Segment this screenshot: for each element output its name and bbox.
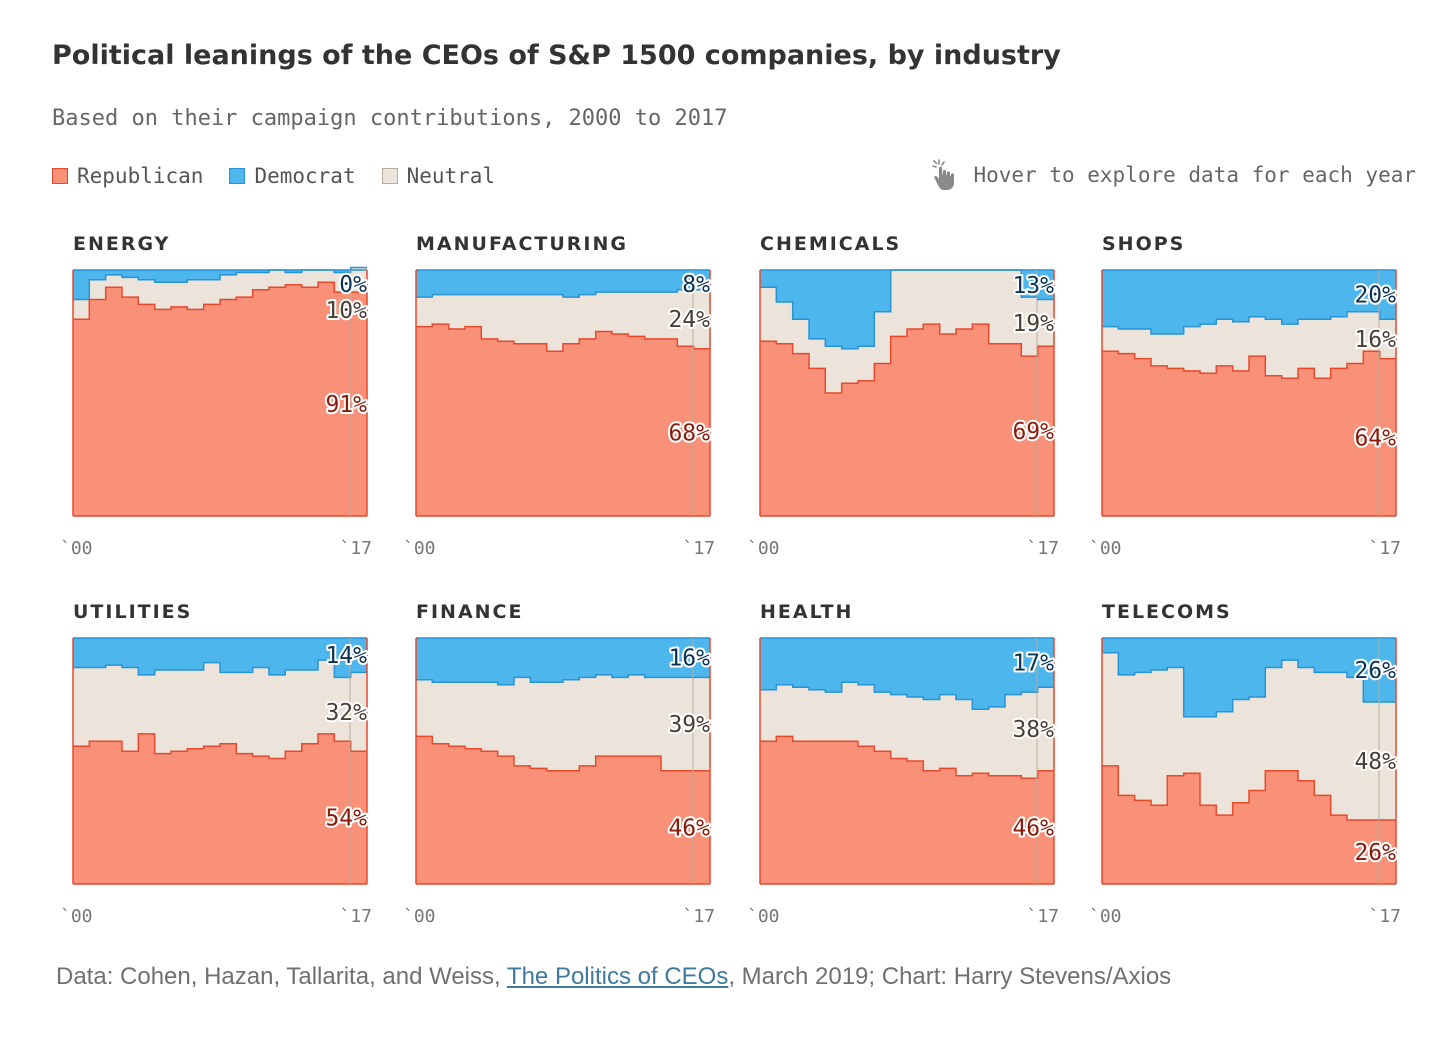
panel-title-telecoms: TELECOMS (1102, 601, 1232, 623)
end-label-republican-energy: 91% (325, 392, 367, 418)
legend-label-democrat: Democrat (254, 164, 356, 188)
x-tick-end-shops: `17 (1368, 538, 1401, 559)
x-tick-end-finance: `17 (682, 906, 715, 927)
x-tick-start-telecoms: `00 (1089, 906, 1122, 927)
x-tick-start-chemicals: `00 (747, 538, 780, 559)
end-label-republican-finance: 46% (668, 815, 710, 841)
area-republican-utilities (73, 733, 367, 884)
end-label-republican-shops: 64% (1354, 425, 1396, 451)
legend: Republican Democrat Neutral (52, 164, 521, 188)
legend-swatch-republican (52, 168, 68, 184)
panel-shops[interactable]: SHOPS `00 `17 20% 16% 64% (1089, 233, 1401, 559)
legend-label-republican: Republican (77, 164, 204, 188)
end-label-neutral-manufacturing: 24% (668, 307, 710, 333)
end-label-republican-telecoms: 26% (1354, 840, 1396, 866)
chart-title: Political leanings of the CEOs of S&P 15… (52, 40, 1061, 71)
line-democrat-shops (1102, 311, 1396, 335)
legend-swatch-democrat (229, 168, 246, 184)
line-democrat-manufacturing (416, 288, 710, 298)
area-republican-finance (416, 736, 710, 884)
end-label-democrat-finance: 16% (668, 646, 710, 672)
line-republican-health (760, 735, 1054, 779)
line-democrat-utilities (73, 659, 367, 679)
end-label-neutral-shops: 16% (1354, 327, 1396, 353)
end-label-democrat-manufacturing: 8% (682, 272, 710, 298)
line-democrat-health (760, 681, 1054, 711)
line-republican-telecoms (1102, 765, 1396, 821)
line-democrat-finance (416, 674, 710, 686)
panel-title-manufacturing: MANUFACTURING (416, 233, 628, 255)
x-tick-end-health: `17 (1026, 906, 1059, 927)
end-label-democrat-shops: 20% (1354, 283, 1396, 309)
end-label-republican-utilities: 54% (325, 806, 367, 832)
area-republican-energy (73, 282, 367, 516)
panel-title-chemicals: CHEMICALS (760, 233, 901, 255)
x-tick-end-energy: `17 (339, 538, 372, 559)
end-label-republican-manufacturing: 68% (668, 420, 710, 446)
x-tick-start-health: `00 (747, 906, 780, 927)
line-republican-energy (73, 281, 367, 320)
pointer-hand-icon (932, 159, 955, 190)
x-tick-end-chemicals: `17 (1026, 538, 1059, 559)
panel-title-shops: SHOPS (1102, 233, 1185, 255)
chart-subtitle: Based on their campaign contributions, 2… (52, 106, 728, 131)
panel-telecoms[interactable]: TELECOMS `00 `17 26% 48% 26% (1089, 601, 1401, 927)
line-republican-chemicals (760, 323, 1054, 394)
line-republican-shops (1102, 350, 1396, 379)
panel-chemicals[interactable]: CHEMICALS `00 `17 13% 19% 69% (747, 233, 1059, 559)
end-label-democrat-health: 17% (1012, 651, 1054, 677)
line-republican-utilities (73, 733, 367, 760)
line-democrat-telecoms (1102, 652, 1396, 718)
x-tick-end-telecoms: `17 (1368, 906, 1401, 927)
panel-title-energy: ENERGY (73, 233, 170, 255)
area-republican-chemicals (760, 324, 1054, 516)
area-republican-shops (1102, 351, 1396, 516)
panel-utilities[interactable]: UTILITIES `00 `17 14% 32% 54% (60, 601, 372, 927)
hover-hint-text: Hover to explore data for each year (973, 163, 1416, 187)
end-label-neutral-energy: 10% (325, 298, 367, 324)
legend-item-neutral: Neutral (381, 164, 496, 188)
end-label-democrat-telecoms: 26% (1354, 658, 1396, 684)
panel-title-finance: FINANCE (416, 601, 523, 623)
end-label-republican-health: 46% (1012, 815, 1054, 841)
hover-hint: Hover to explore data for each year (931, 158, 1416, 192)
end-label-neutral-health: 38% (1012, 717, 1054, 743)
source-note: Data: Cohen, Hazan, Tallarita, and Weiss… (56, 963, 1171, 991)
panel-title-health: HEALTH (760, 601, 853, 623)
line-republican-finance (416, 735, 710, 772)
panel-manufacturing[interactable]: MANUFACTURING `00 `17 8% 24% 68% (403, 233, 715, 559)
x-tick-end-utilities: `17 (339, 906, 372, 927)
legend-swatch-neutral (381, 168, 398, 184)
end-label-republican-chemicals: 69% (1012, 419, 1054, 445)
end-label-democrat-utilities: 14% (325, 643, 367, 669)
source-suffix: , March 2019; Chart: Harry Stevens/Axios (728, 963, 1172, 990)
x-tick-start-finance: `00 (403, 906, 436, 927)
panel-energy[interactable]: ENERGY `00 `17 0%10% 91% (60, 233, 372, 559)
source-link[interactable]: The Politics of CEOs (506, 963, 729, 990)
end-label-democrat-energy: 0% (339, 272, 367, 298)
source-prefix: Data: Cohen, Hazan, Tallarita, and Weiss… (56, 963, 507, 990)
line-republican-manufacturing (416, 323, 710, 352)
x-tick-end-manufacturing: `17 (682, 538, 715, 559)
end-label-democrat-chemicals: 13% (1012, 273, 1054, 299)
x-tick-start-utilities: `00 (60, 906, 93, 927)
x-tick-start-manufacturing: `00 (403, 538, 436, 559)
area-republican-manufacturing (416, 324, 710, 516)
end-label-neutral-finance: 39% (668, 712, 710, 738)
end-label-neutral-utilities: 32% (325, 700, 367, 726)
x-tick-start-shops: `00 (1089, 538, 1122, 559)
end-label-neutral-chemicals: 19% (1012, 311, 1054, 337)
legend-label-neutral: Neutral (406, 164, 496, 188)
panel-finance[interactable]: FINANCE `00 `17 16% 39% 46% (403, 601, 715, 927)
x-tick-start-energy: `00 (60, 538, 93, 559)
legend-item-democrat: Democrat (229, 164, 356, 188)
end-label-neutral-telecoms: 48% (1354, 749, 1396, 775)
panel-title-utilities: UTILITIES (73, 601, 192, 623)
panel-health[interactable]: HEALTH `00 `17 17% 38% 46% (747, 601, 1059, 927)
legend-item-republican: Republican (52, 164, 203, 188)
